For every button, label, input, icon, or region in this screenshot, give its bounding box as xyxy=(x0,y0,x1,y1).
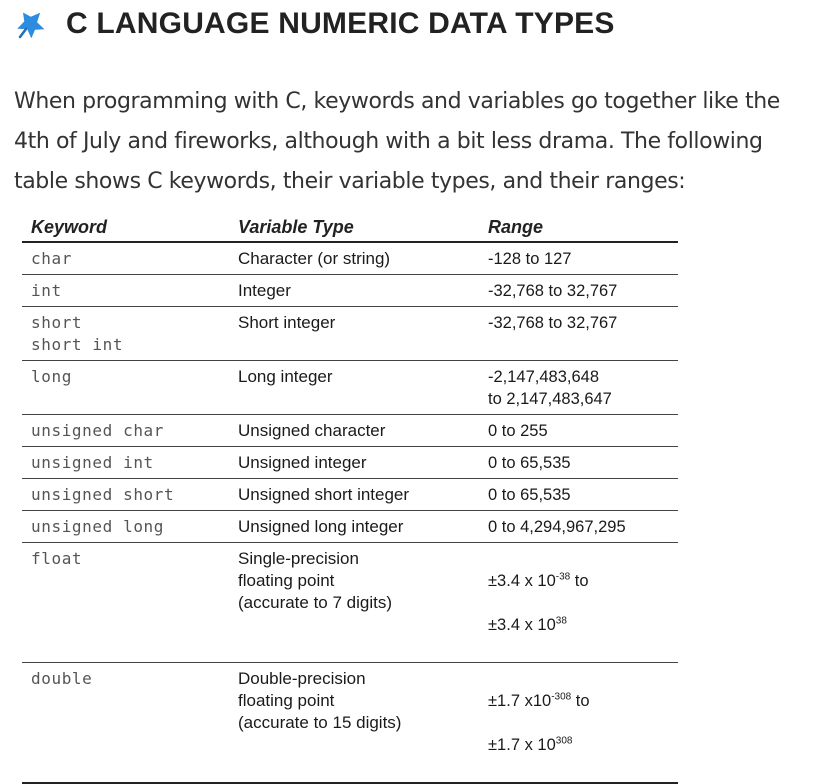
keyword-cell: long xyxy=(22,360,229,415)
range-cell: -32,768 to 32,767 xyxy=(479,306,678,361)
header-keyword: Keyword xyxy=(22,211,229,243)
table-row: unsigned char Unsigned character 0 to 25… xyxy=(22,414,678,447)
keyword-cell: float xyxy=(22,542,229,663)
data-types-table: Keyword Variable Type Range char Charact… xyxy=(22,211,678,784)
type-cell: Unsigned short integer xyxy=(229,478,479,511)
range-cell: -128 to 127 xyxy=(479,242,678,275)
range-cell: ±1.7 x10-308 to ±1.7 x 10308 xyxy=(479,662,678,784)
intro-paragraph: When programming with C, keywords and va… xyxy=(14,89,780,194)
range-line: ±1.7 x10-308 to xyxy=(488,691,590,710)
type-cell: Short integer xyxy=(229,306,479,361)
table-row: double Double-precision floating point (… xyxy=(22,662,678,784)
keyword-cell: short short int xyxy=(22,306,229,361)
page-title: C LANGUAGE NUMERIC DATA TYPES xyxy=(66,7,615,40)
type-cell: Integer xyxy=(229,274,479,307)
table-row: short short int Short integer -32,768 to… xyxy=(22,306,678,361)
pushpin-icon xyxy=(17,12,45,39)
table-row: char Character (or string) -128 to 127 xyxy=(22,242,678,275)
type-cell: Unsigned integer xyxy=(229,446,479,479)
range-cell: 0 to 65,535 xyxy=(479,478,678,511)
range-line: ±3.4 x 1038 xyxy=(488,615,567,634)
type-cell: Character (or string) xyxy=(229,242,479,275)
page-header: C LANGUAGE NUMERIC DATA TYPES xyxy=(14,6,615,42)
range-line: ±3.4 x 10-38 to xyxy=(488,571,589,590)
type-cell: Unsigned character xyxy=(229,414,479,447)
range-cell: -2,147,483,648 to 2,147,483,647 xyxy=(479,360,678,415)
header-range: Range xyxy=(479,211,678,243)
table-row: long Long integer -2,147,483,648 to 2,14… xyxy=(22,360,678,415)
keyword-cell: unsigned long xyxy=(22,510,229,543)
type-cell: Double-precision floating point (accurat… xyxy=(229,662,479,784)
table-row: unsigned int Unsigned integer 0 to 65,53… xyxy=(22,446,678,479)
keyword-cell: unsigned short xyxy=(22,478,229,511)
table-row: unsigned long Unsigned long integer 0 to… xyxy=(22,510,678,543)
range-cell: -32,768 to 32,767 xyxy=(479,274,678,307)
type-cell: Long integer xyxy=(229,360,479,415)
type-cell: Unsigned long integer xyxy=(229,510,479,543)
keyword-cell: int xyxy=(22,274,229,307)
range-cell: ±3.4 x 10-38 to ±3.4 x 1038 xyxy=(479,542,678,663)
range-cell: 0 to 65,535 xyxy=(479,446,678,479)
header-variable-type: Variable Type xyxy=(229,211,479,243)
keyword-cell: unsigned int xyxy=(22,446,229,479)
table-row: unsigned short Unsigned short integer 0 … xyxy=(22,478,678,511)
range-cell: 0 to 4,294,967,295 xyxy=(479,510,678,543)
table-row: int Integer -32,768 to 32,767 xyxy=(22,274,678,307)
range-cell: 0 to 255 xyxy=(479,414,678,447)
table-header-row: Keyword Variable Type Range xyxy=(22,211,678,243)
keyword-cell: double xyxy=(22,662,229,784)
type-cell: Single-precision floating point (accurat… xyxy=(229,542,479,663)
keyword-cell: unsigned char xyxy=(22,414,229,447)
table-row: float Single-precision floating point (a… xyxy=(22,542,678,663)
range-line: ±1.7 x 10308 xyxy=(488,735,573,754)
keyword-cell: char xyxy=(22,242,229,275)
